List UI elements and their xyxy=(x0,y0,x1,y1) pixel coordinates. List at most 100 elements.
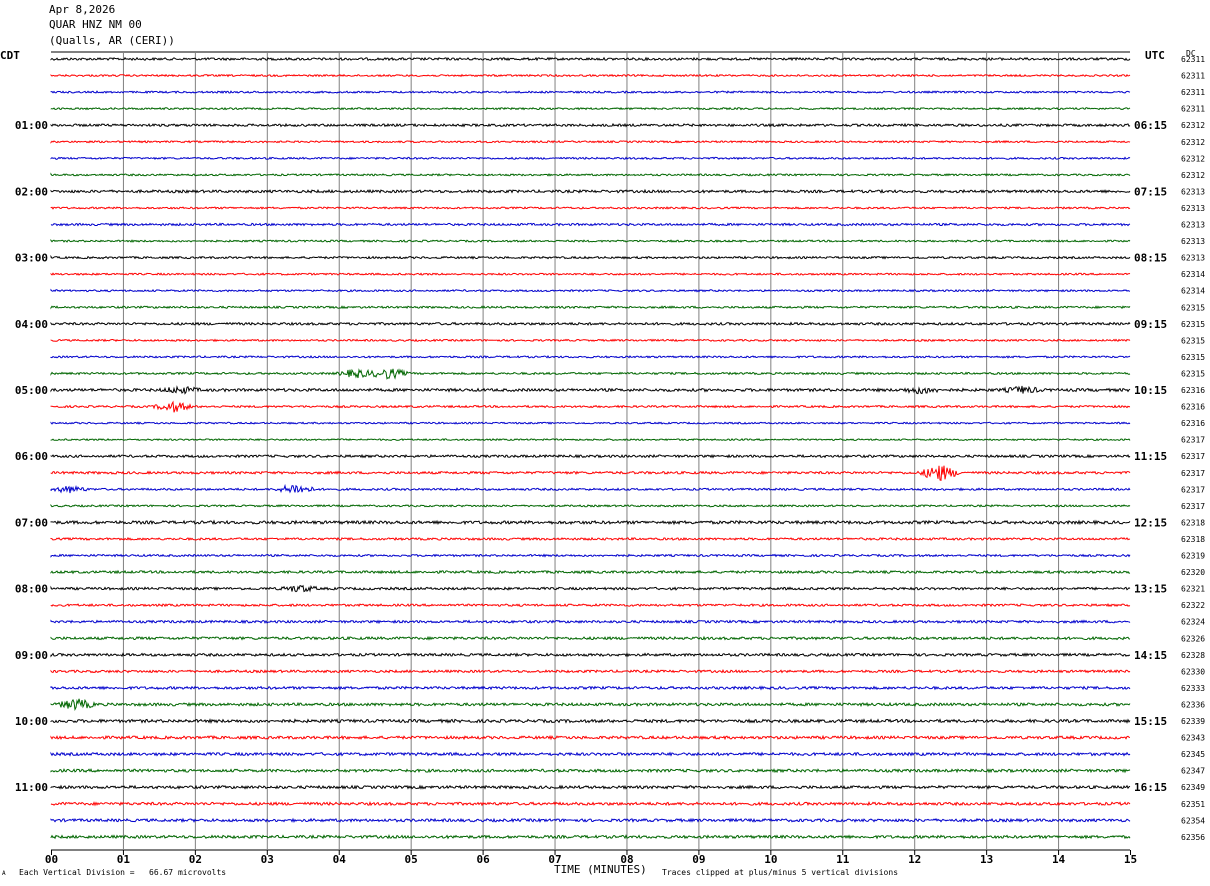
x-tick-label: 03 xyxy=(261,853,274,866)
station-code: QUAR HNZ NM 00 xyxy=(49,18,142,31)
trace-line xyxy=(50,139,1131,144)
dc-label: DC xyxy=(1186,49,1196,58)
dc-value: 62322 xyxy=(1181,601,1205,610)
dc-value: 62313 xyxy=(1181,254,1205,263)
x-tick-label: 14 xyxy=(1052,853,1066,866)
trace-line xyxy=(50,619,1131,625)
trace-line xyxy=(50,817,1131,824)
dc-value: 62328 xyxy=(1181,651,1205,660)
dc-value: 62319 xyxy=(1181,552,1205,561)
dc-value: 62312 xyxy=(1181,154,1205,163)
left-time-label: 04:00 xyxy=(15,318,48,331)
x-tick-label: 08 xyxy=(620,853,633,866)
left-time-label: 02:00 xyxy=(15,185,48,198)
right-time-label: 08:15 xyxy=(1134,252,1167,265)
trace-line xyxy=(50,305,1131,310)
trace-line xyxy=(50,355,1131,359)
dc-value: 62321 xyxy=(1181,585,1205,594)
dc-value: 62313 xyxy=(1181,221,1205,230)
trace-line xyxy=(50,751,1131,757)
trace-line xyxy=(50,188,1131,194)
dc-value: 62315 xyxy=(1181,303,1205,312)
dc-value: 62324 xyxy=(1181,618,1205,627)
right-time-label: 07:15 xyxy=(1134,185,1167,198)
dc-value: 62311 xyxy=(1181,105,1205,114)
x-tick-label: 01 xyxy=(117,853,131,866)
trace-line xyxy=(50,503,1131,508)
trace-line xyxy=(50,834,1131,840)
dc-value: 62326 xyxy=(1181,634,1205,643)
dc-value: 62317 xyxy=(1181,436,1205,445)
left-time-label: 07:00 xyxy=(15,516,48,529)
trace-line xyxy=(50,288,1131,293)
dc-value: 62312 xyxy=(1181,138,1205,147)
dc-value: 62312 xyxy=(1181,171,1205,180)
dc-value: 62320 xyxy=(1181,568,1205,577)
trace-line xyxy=(50,106,1131,111)
trace-line xyxy=(50,536,1131,541)
trace-line xyxy=(50,400,1131,413)
x-tick-label: 02 xyxy=(189,853,202,866)
trace-line xyxy=(50,122,1131,128)
dc-value: 62315 xyxy=(1181,353,1205,362)
trace-line xyxy=(50,519,1131,526)
dc-value: 62315 xyxy=(1181,369,1205,378)
trace-line xyxy=(50,56,1131,62)
dc-value: 62316 xyxy=(1181,403,1205,412)
trace-line xyxy=(50,784,1131,790)
dc-value: 62317 xyxy=(1181,502,1205,511)
trace-line xyxy=(50,734,1131,741)
x-tick-label: 12 xyxy=(908,853,921,866)
dc-value: 62317 xyxy=(1181,485,1205,494)
right-time-label: 06:15 xyxy=(1134,119,1167,132)
dc-value: 62318 xyxy=(1181,535,1205,544)
trace-line xyxy=(50,668,1131,674)
dc-value: 62356 xyxy=(1181,833,1205,842)
left-time-label: 06:00 xyxy=(15,450,48,463)
dc-value: 62314 xyxy=(1181,270,1205,279)
left-time-label: 05:00 xyxy=(15,384,48,397)
x-tick-label: 07 xyxy=(548,853,561,866)
dc-value: 62345 xyxy=(1181,750,1205,759)
dc-value: 62313 xyxy=(1181,237,1205,246)
dc-value: 62349 xyxy=(1181,783,1205,792)
trace-line xyxy=(50,238,1131,243)
dc-value: 62314 xyxy=(1181,287,1205,296)
left-time-label: 03:00 xyxy=(15,252,48,265)
x-tick-label: 15 xyxy=(1124,853,1137,866)
scale-note: Each Vertical Division = 66.67 microvolt… xyxy=(19,868,227,877)
dc-value: 62343 xyxy=(1181,734,1205,743)
trace-line xyxy=(50,718,1131,724)
plot-date: Apr 8,2026 xyxy=(49,3,116,16)
left-time-label: 08:00 xyxy=(15,583,48,596)
trace-line xyxy=(50,438,1131,442)
right-time-label: 15:15 xyxy=(1134,715,1167,728)
x-tick-label: 10 xyxy=(764,853,777,866)
right-time-label: 14:15 xyxy=(1134,649,1167,662)
trace-line xyxy=(50,483,1131,494)
corner-mark: A xyxy=(2,870,6,877)
right-zone-label: UTC xyxy=(1145,49,1165,62)
left-zone-label: CDT xyxy=(0,49,20,62)
clip-note: Traces clipped at plus/minus 5 vertical … xyxy=(662,868,899,877)
dc-value: 62336 xyxy=(1181,700,1205,709)
left-time-label: 11:00 xyxy=(15,781,48,794)
right-time-label: 13:15 xyxy=(1134,583,1167,596)
right-time-label: 10:15 xyxy=(1134,384,1167,397)
trace-line xyxy=(50,272,1131,276)
dc-value: 62315 xyxy=(1181,320,1205,329)
x-tick-label: 11 xyxy=(836,853,850,866)
left-time-label: 09:00 xyxy=(15,649,48,662)
dc-value: 62313 xyxy=(1181,204,1205,213)
trace-line xyxy=(50,603,1131,608)
dc-value: 62347 xyxy=(1181,767,1205,776)
right-time-label: 16:15 xyxy=(1134,781,1167,794)
trace-line xyxy=(50,338,1131,343)
trace-line xyxy=(50,685,1131,691)
dc-value: 62339 xyxy=(1181,717,1205,726)
trace-line xyxy=(50,222,1131,227)
dc-value: 62318 xyxy=(1181,518,1205,527)
left-time-label: 01:00 xyxy=(15,119,48,132)
x-tick-label: 13 xyxy=(980,853,993,866)
